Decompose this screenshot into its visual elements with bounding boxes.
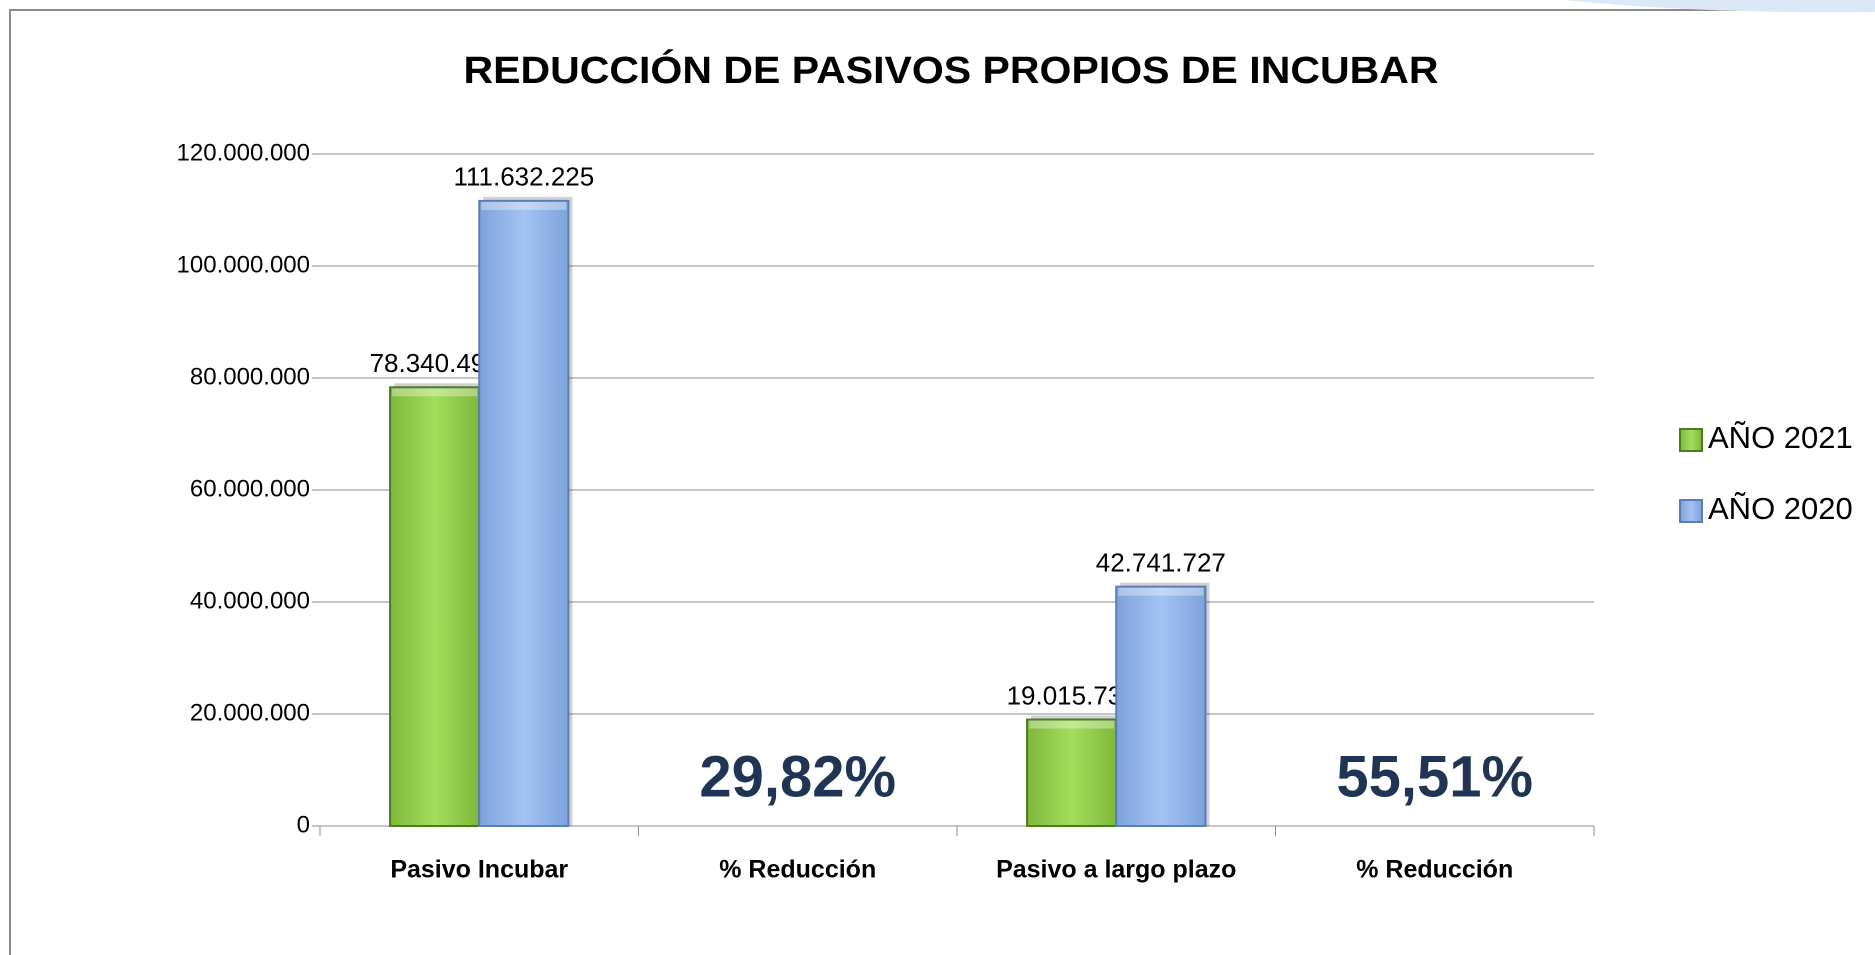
x-tick-label: Pasivo a largo plazo bbox=[996, 856, 1236, 884]
y-tick-label: 120.000.000 bbox=[177, 139, 310, 166]
bar bbox=[1026, 718, 1118, 827]
annotation: 29,82% bbox=[699, 744, 896, 809]
legend-swatch bbox=[1679, 428, 1703, 452]
legend-swatch bbox=[1679, 499, 1703, 523]
value-label: 78.340.490 bbox=[370, 348, 500, 378]
annotation: 55,51% bbox=[1336, 744, 1533, 809]
bar-top bbox=[481, 201, 567, 210]
bar bbox=[1115, 585, 1207, 827]
value-label: 111.632.225 bbox=[453, 162, 594, 192]
legend-label: AÑO 2021 bbox=[1708, 420, 1853, 455]
y-tick-label: 0 bbox=[297, 811, 310, 838]
y-tick-label: 20.000.000 bbox=[190, 699, 310, 726]
x-tick-label: Pasivo Incubar bbox=[390, 856, 568, 884]
bar-top bbox=[1118, 587, 1204, 596]
bar-top bbox=[1029, 720, 1115, 729]
y-tick-label: 100.000.000 bbox=[177, 251, 310, 278]
y-tick-label: 40.000.000 bbox=[190, 587, 310, 614]
corner-decoration bbox=[1565, 0, 1875, 13]
y-tick-label: 80.000.000 bbox=[190, 363, 310, 390]
chart-frame bbox=[9, 9, 1875, 955]
value-label: 19.015.739 bbox=[1007, 680, 1137, 710]
bar bbox=[478, 199, 570, 827]
y-tick-label: 60.000.000 bbox=[190, 475, 310, 502]
value-label: 42.741.727 bbox=[1096, 548, 1226, 578]
legend-label: AÑO 2020 bbox=[1708, 491, 1853, 526]
bar-top bbox=[392, 388, 478, 397]
chart-title: REDUCCIÓN DE PASIVOS PROPIOS DE INCUBAR bbox=[464, 48, 1439, 92]
x-tick-label: % Reducción bbox=[1356, 856, 1513, 884]
bar bbox=[389, 386, 481, 827]
x-tick-label: % Reducción bbox=[719, 856, 876, 884]
